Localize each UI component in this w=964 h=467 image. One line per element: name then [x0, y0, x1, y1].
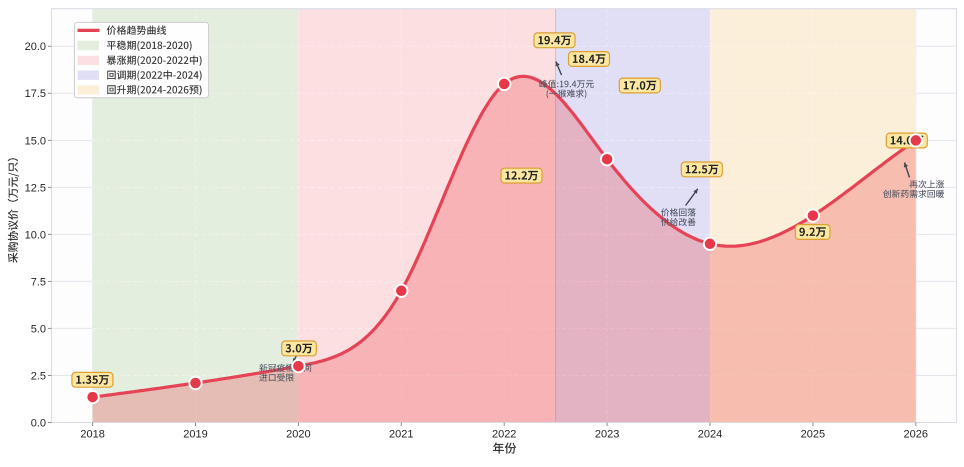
- svg-text:2019: 2019: [183, 428, 207, 440]
- svg-text:2.5: 2.5: [31, 370, 46, 382]
- svg-text:2018: 2018: [80, 428, 104, 440]
- svg-text:2025: 2025: [801, 428, 825, 440]
- svg-text:2024: 2024: [698, 428, 722, 440]
- svg-text:5.0: 5.0: [31, 323, 46, 335]
- svg-text:2022: 2022: [492, 428, 516, 440]
- svg-text:2023: 2023: [595, 428, 619, 440]
- svg-text:12.5: 12.5: [25, 182, 46, 194]
- svg-text:17.5: 17.5: [25, 88, 46, 100]
- svg-text:2020: 2020: [286, 428, 310, 440]
- svg-text:2021: 2021: [389, 428, 413, 440]
- svg-text:2026: 2026: [904, 428, 928, 440]
- svg-text:20.0: 20.0: [25, 41, 46, 53]
- svg-text:7.5: 7.5: [31, 276, 46, 288]
- svg-text:15.0: 15.0: [25, 135, 46, 147]
- svg-text:0.0: 0.0: [31, 417, 46, 429]
- svg-text:10.0: 10.0: [25, 229, 46, 241]
